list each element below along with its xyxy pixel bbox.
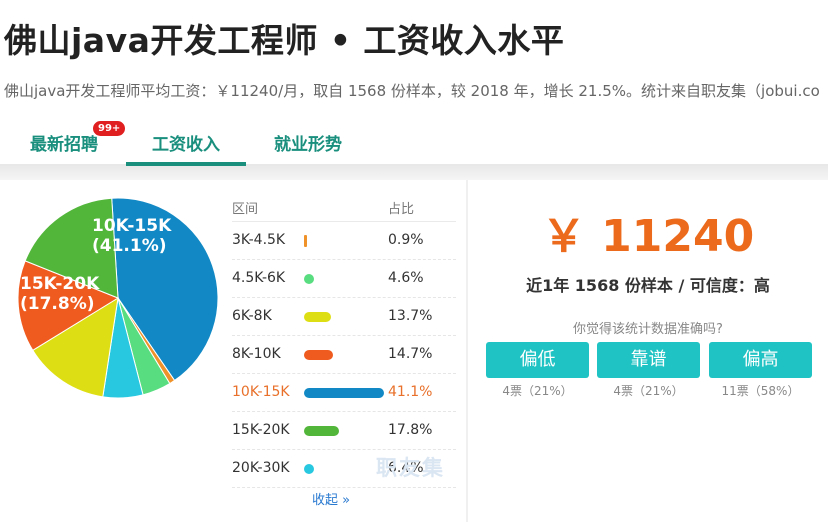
- row-bar: [304, 312, 331, 322]
- row-percentage: 41.1%: [388, 384, 433, 400]
- pie-slice-6k-8k: [32, 297, 119, 398]
- row-percentage: 6.4%: [388, 460, 424, 476]
- pie-label-15k-20k-pct: (17.8%): [20, 294, 95, 314]
- page-subtitle: 佛山java开发工程师平均工资：￥11240/月，取自 1568 份样本，较 2…: [4, 82, 820, 100]
- vote-low-count: 4票（21%）: [502, 384, 573, 398]
- tab-bar: 最新招聘 工资收入 就业形势: [0, 118, 828, 166]
- row-bar: [304, 464, 314, 474]
- header-ratio: 占比: [388, 202, 415, 217]
- watermark-logo: 职友集: [376, 456, 445, 480]
- row-range: 20K-30K: [232, 460, 290, 476]
- vote-accurate-button[interactable]: 靠谱: [597, 342, 700, 378]
- accuracy-question: 你觉得该统计数据准确吗?: [573, 322, 723, 337]
- average-salary: ￥ 11240: [541, 211, 755, 262]
- header-range: 区间: [232, 202, 259, 217]
- table-header: 区间 占比: [232, 194, 456, 222]
- collapse-link[interactable]: 收起 »: [312, 493, 351, 508]
- row-percentage: 0.9%: [388, 232, 424, 248]
- vote-high-count: 11票（58%）: [721, 384, 800, 398]
- row-range: 8K-10K: [232, 346, 281, 362]
- table-row: 10K-15K 41.1%: [232, 374, 456, 412]
- row-range: 15K-20K: [232, 422, 290, 438]
- table-row: 6K-8K 13.7%: [232, 298, 456, 336]
- row-percentage: 4.6%: [388, 270, 424, 286]
- row-range: 3K-4.5K: [232, 232, 286, 248]
- pie-label-10k-15k-range: 10K-15K: [92, 216, 172, 236]
- row-percentage: 14.7%: [388, 346, 433, 362]
- pie-label-15k-20k-range: 15K-20K: [20, 274, 100, 294]
- tab-latest-jobs[interactable]: 最新招聘: [30, 135, 98, 155]
- pie-label-10k-15k-pct: (41.1%): [92, 236, 167, 256]
- pie-label-10k-15k: 10K-15K (41.1%): [92, 216, 171, 256]
- table-row: 15K-20K 17.8%: [232, 412, 456, 450]
- vote-high-button[interactable]: 偏高: [709, 342, 812, 378]
- pie-slice-10k-15k: [111, 197, 219, 382]
- sample-info: 近1年 1568 份样本 / 可信度：高: [526, 276, 770, 295]
- new-jobs-badge: 99+: [92, 120, 127, 137]
- page-title: 佛山java开发工程师 • 工资收入水平: [4, 21, 565, 60]
- table-row: 20K-30K 6.4%: [232, 450, 456, 488]
- row-range: 6K-8K: [232, 308, 272, 324]
- tab-employment-trend[interactable]: 就业形势: [274, 135, 342, 155]
- vote-low-button[interactable]: 偏低: [486, 342, 589, 378]
- table-row: 8K-10K 14.7%: [232, 336, 456, 374]
- tab-salary-income[interactable]: 工资收入: [126, 118, 246, 166]
- table-row: 4.5K-6K 4.6%: [232, 260, 456, 298]
- row-percentage: 13.7%: [388, 308, 433, 324]
- table-row: 3K-4.5K 0.9%: [232, 222, 456, 260]
- column-divider: [466, 180, 468, 522]
- row-bar: [304, 274, 314, 284]
- salary-distribution-table: 区间 占比 3K-4.5K 0.9% 4.5K-6K 4.6% 6K-8K 13.7% 8K…: [232, 194, 456, 488]
- row-bar: [304, 235, 307, 247]
- row-percentage: 17.8%: [388, 422, 433, 438]
- row-bar: [304, 388, 384, 398]
- section-divider: [0, 166, 828, 180]
- salary-pie-chart: [17, 197, 219, 399]
- pie-slice-15k-20k: [24, 197, 119, 299]
- row-range: 4.5K-6K: [232, 270, 286, 286]
- pie-slice-8k-10k: [17, 260, 120, 352]
- row-bar: [304, 350, 333, 360]
- pie-label-15k-20k: 15K-20K (17.8%): [20, 274, 99, 314]
- vote-accurate-count: 4票（21%）: [613, 384, 684, 398]
- row-range: 10K-15K: [232, 384, 290, 400]
- row-bar: [304, 426, 339, 436]
- table-body: 3K-4.5K 0.9% 4.5K-6K 4.6% 6K-8K 13.7% 8K-10K 14…: [232, 222, 456, 488]
